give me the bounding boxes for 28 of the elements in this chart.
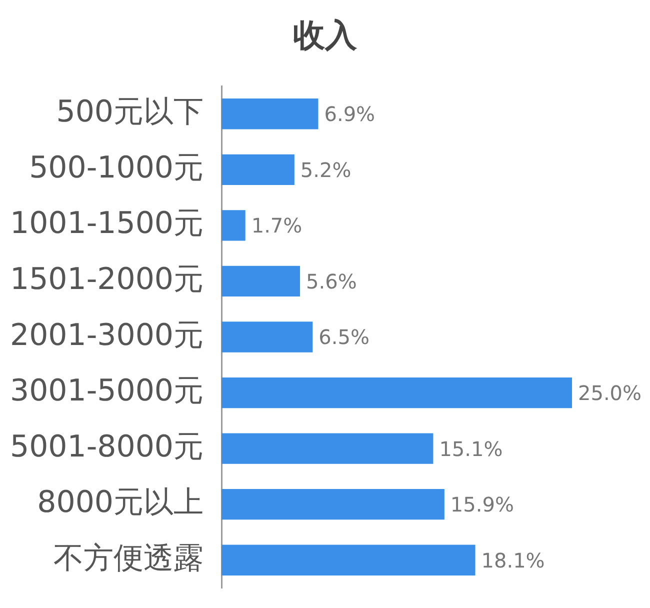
data-label: 25.0% — [578, 380, 642, 405]
bar — [222, 377, 572, 408]
y-tick-label: 2001-3000元 — [10, 318, 204, 353]
y-tick-label: 500元以下 — [56, 94, 204, 130]
bar — [222, 266, 300, 297]
y-tick-label: 1501-2000元 — [10, 262, 204, 298]
bar — [222, 322, 313, 352]
data-label: 5.6% — [306, 269, 357, 294]
data-label: 6.9% — [324, 102, 376, 126]
data-label: 15.1% — [439, 436, 503, 461]
bar — [222, 488, 444, 520]
data-label: 18.1% — [481, 548, 545, 572]
bar — [222, 210, 246, 241]
data-label: 1.7% — [251, 214, 302, 238]
data-label: 6.5% — [318, 325, 370, 350]
chart-title: 收入 — [292, 15, 358, 56]
y-tick-label: 3001-5000元 — [10, 374, 204, 409]
bar — [222, 154, 294, 186]
bar — [222, 98, 318, 130]
bar — [222, 544, 476, 576]
y-tick-label: 5001-8000元 — [10, 429, 204, 464]
y-tick-label: 500-1000元 — [29, 150, 204, 186]
data-label: 5.2% — [300, 158, 352, 182]
y-tick-label: 1001-1500元 — [10, 206, 204, 242]
data-label: 15.9% — [450, 492, 514, 517]
bar — [222, 433, 434, 464]
y-tick-label: 8000元以上 — [37, 485, 204, 520]
y-tick-label: 不方便透露 — [54, 540, 204, 576]
